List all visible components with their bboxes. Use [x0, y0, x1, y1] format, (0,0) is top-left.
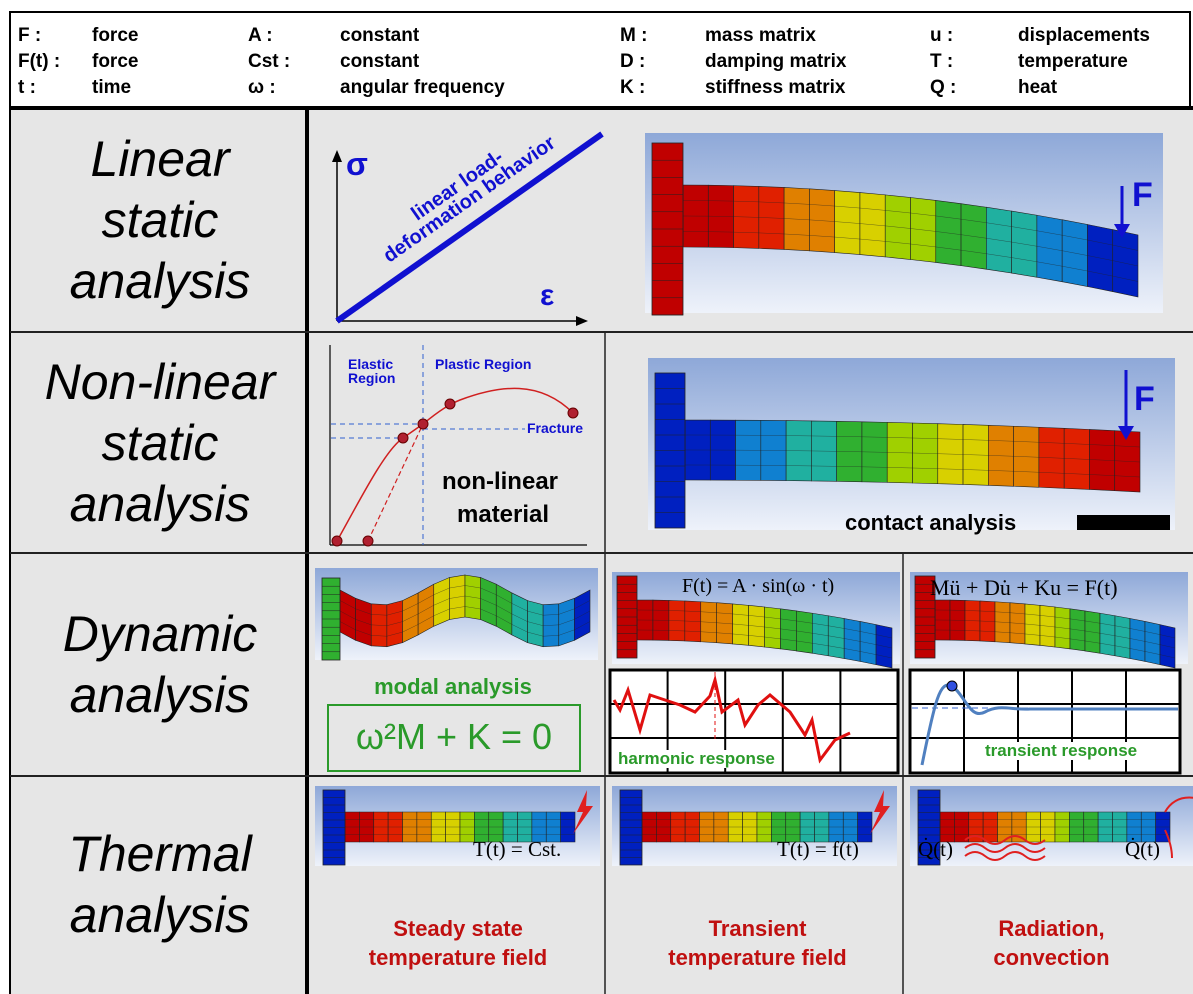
legend-symbol: Cst :	[248, 52, 290, 72]
legend-symbol: Q :	[930, 78, 956, 98]
legend-symbol: M :	[620, 26, 647, 46]
equation: Q̇(t)	[918, 838, 953, 860]
legend-meaning: damping matrix	[705, 52, 846, 72]
point	[445, 399, 455, 409]
legend-symbol: F :	[18, 26, 41, 46]
legend-meaning: displacements	[1018, 26, 1150, 46]
legend-meaning: temperature	[1018, 52, 1128, 72]
material-label: non-linear	[442, 469, 558, 494]
force-label: F	[1132, 178, 1153, 214]
contact-label: contact analysis	[845, 511, 1016, 534]
point	[568, 408, 578, 418]
equation: F(t) = A · sin(ω · t)	[682, 576, 834, 597]
point	[418, 419, 428, 429]
legend-meaning: force	[92, 52, 138, 72]
legend-symbol: D :	[620, 52, 645, 72]
caption: modal analysis	[308, 673, 598, 702]
legend-symbol: T :	[930, 52, 953, 72]
header-bg	[10, 12, 1190, 108]
plastic-label: Plastic Region	[435, 357, 531, 372]
caption: Radiation, convection	[972, 915, 1132, 972]
black-bar	[1077, 515, 1170, 530]
equation: T(t) = Cst.	[473, 838, 561, 860]
caption: harmonic response	[618, 750, 775, 768]
legend-meaning: angular frequency	[340, 78, 505, 98]
legend-symbol: F(t) :	[18, 52, 60, 72]
legend-meaning: time	[92, 78, 131, 98]
row-label: Dynamic analysis	[30, 604, 290, 726]
row-label: Linear static analysis	[30, 129, 290, 312]
legend-symbol: ω :	[248, 78, 276, 98]
point	[398, 433, 408, 443]
point	[363, 536, 373, 546]
row-label: Non-linear static analysis	[30, 352, 290, 535]
caption: Steady state temperature field	[348, 915, 568, 972]
legend-symbol: t :	[18, 78, 36, 98]
legend-meaning: heat	[1018, 78, 1057, 98]
equation: ω²M + K = 0	[328, 718, 580, 756]
legend-symbol: K :	[620, 78, 645, 98]
legend-symbol: u :	[930, 26, 953, 46]
elastic-label: Region	[348, 371, 395, 386]
caption: transient response	[985, 742, 1137, 760]
legend-meaning: mass matrix	[705, 26, 816, 46]
caption: Transient temperature field	[648, 915, 868, 972]
material-label: material	[457, 502, 549, 527]
legend-meaning: force	[92, 26, 138, 46]
peak	[947, 681, 957, 691]
legend-symbol: A :	[248, 26, 273, 46]
page: F : force F(t) : force t : time A : constant Cst…	[0, 0, 1193, 994]
sigma: σ	[346, 148, 368, 182]
equation: Mü + Du̇ + Ku = F(t)	[930, 576, 1118, 599]
force-label: F	[1134, 382, 1155, 418]
equation: T(t) = f(t)	[777, 838, 859, 860]
legend-meaning: constant	[340, 52, 419, 72]
equation: Q̇(t)	[1125, 838, 1160, 860]
legend-meaning: constant	[340, 26, 419, 46]
row-label: Thermal analysis	[30, 824, 290, 946]
fracture-label: Fracture	[527, 421, 583, 436]
epsilon: ε	[540, 280, 554, 312]
point	[332, 536, 342, 546]
legend-meaning: stiffness matrix	[705, 78, 845, 98]
